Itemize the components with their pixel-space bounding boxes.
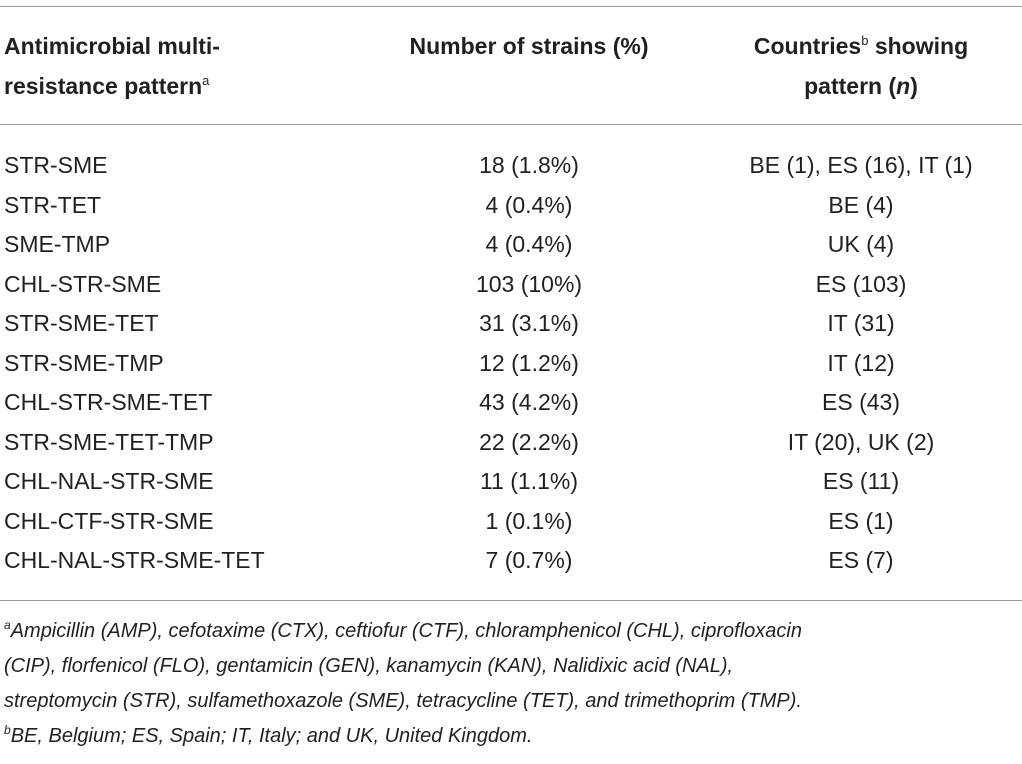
cell-countries: ES (43) <box>822 389 900 415</box>
table-row: CHL-NAL-STR-SME-TET 7 (0.7%) ES (7) <box>0 541 1022 581</box>
header-pattern-line2: resistance patterna <box>4 66 364 106</box>
header-strains: Number of strains (%) <box>364 26 694 66</box>
cell-countries: BE (4) <box>828 191 894 218</box>
footnote-a-text1: Ampicillin (AMP), cefotaxime (CTX), ceft… <box>10 620 802 642</box>
header-countries-paren: ) <box>910 73 918 99</box>
table-bottom-rule <box>0 600 1022 601</box>
cell-countries: ES (103) <box>815 270 907 297</box>
cell-pattern: SME-TMP <box>4 231 111 257</box>
cell-strains: 7 (0.7%) <box>485 547 573 573</box>
table-row: STR-SME-TMP 12 (1.2%) IT (12) <box>0 344 1022 384</box>
cell-pattern: STR-SME <box>4 152 108 178</box>
cell-strains: 103 (10%) <box>475 270 583 297</box>
header-countries-pattern: pattern ( <box>804 73 897 99</box>
cell-countries: ES (11) <box>822 468 900 494</box>
cell-strains: 31 (3.1%) <box>479 310 579 336</box>
cell-countries: ES (7) <box>828 547 894 573</box>
header-countries-showing: showing <box>868 33 969 59</box>
header-countries-n: n <box>896 73 911 99</box>
header-countries: Countriesb showing pattern (n) <box>700 26 1022 106</box>
cell-strains: 4 (0.4%) <box>485 231 573 257</box>
table-row: STR-SME-TET-TMP 22 (2.2%) IT (20), UK (2… <box>0 423 1022 463</box>
table-row: CHL-CTF-STR-SME 1 (0.1%) ES (1) <box>0 502 1022 542</box>
cell-countries: BE (1), ES (16), IT (1) <box>749 152 973 178</box>
cell-pattern: CHL-STR-SME-TET <box>4 389 213 415</box>
cell-pattern: STR-SME-TET-TMP <box>4 428 214 455</box>
footnote-b-text: BE, Belgium; ES, Spain; IT, Italy; and U… <box>10 725 533 747</box>
cell-strains: 12 (1.2%) <box>479 349 579 376</box>
table-footnotes: aAmpicillin (AMP), cefotaxime (CTX), cef… <box>4 614 1020 754</box>
cell-countries: ES (1) <box>828 507 894 534</box>
header-strains-text: Number of strains (%) <box>409 33 649 59</box>
cell-strains: 43 (4.2%) <box>479 389 579 415</box>
cell-strains: 11 (1.1%) <box>479 468 578 494</box>
cell-pattern: CHL-NAL-STR-SME <box>4 468 214 494</box>
table-row: STR-SME 18 (1.8%) BE (1), ES (16), IT (1… <box>0 146 1022 186</box>
cell-pattern: STR-SME-TMP <box>4 349 164 376</box>
header-pattern: Antimicrobial multi- resistance patterna <box>4 26 364 106</box>
table-row: SME-TMP 4 (0.4%) UK (4) <box>0 225 1022 265</box>
table-top-rule <box>0 6 1022 7</box>
header-countries-text: Countries <box>753 33 862 59</box>
cell-pattern: STR-SME-TET <box>4 310 159 336</box>
footnote-a-line3: streptomycin (STR), sulfamethoxazole (SM… <box>4 690 802 712</box>
header-pattern-line1: Antimicrobial multi- <box>4 33 220 59</box>
footnote-a-marker: a <box>4 618 11 632</box>
cell-strains: 18 (1.8%) <box>479 152 579 178</box>
cell-pattern: CHL-STR-SME <box>4 270 162 297</box>
table-row: CHL-NAL-STR-SME 11 (1.1%) ES (11) <box>0 462 1022 502</box>
footnote-a-line2: (CIP), florfenicol (FLO), gentamicin (GE… <box>4 655 734 677</box>
cell-pattern: STR-TET <box>4 191 102 218</box>
footnote-b-line1: bBE, Belgium; ES, Spain; IT, Italy; and … <box>4 719 1020 754</box>
header-pattern-sup: a <box>202 73 210 88</box>
cell-strains: 1 (0.1%) <box>485 507 573 534</box>
cell-pattern: CHL-CTF-STR-SME <box>4 507 214 534</box>
header-countries-line1: Countriesb showing <box>700 26 1022 66</box>
header-countries-line2: pattern (n) <box>700 66 1022 106</box>
cell-strains: 22 (2.2%) <box>479 428 579 455</box>
table-body: STR-SME 18 (1.8%) BE (1), ES (16), IT (1… <box>0 146 1022 581</box>
cell-countries: IT (20), UK (2) <box>787 428 935 455</box>
table-row: STR-SME-TET 31 (3.1%) IT (31) <box>0 304 1022 344</box>
footnote-b-marker: b <box>4 723 11 737</box>
header-bottom-rule <box>0 124 1022 125</box>
cell-pattern: CHL-NAL-STR-SME-TET <box>4 547 265 573</box>
cell-countries: IT (12) <box>827 349 895 376</box>
footnote-a-line1: aAmpicillin (AMP), cefotaxime (CTX), cef… <box>4 614 1020 649</box>
table-row: CHL-STR-SME-TET 43 (4.2%) ES (43) <box>0 383 1022 423</box>
table-row: STR-TET 4 (0.4%) BE (4) <box>0 186 1022 226</box>
cell-strains: 4 (0.4%) <box>485 191 573 218</box>
cell-countries: IT (31) <box>827 310 895 336</box>
header-pattern-text: resistance pattern <box>4 73 203 99</box>
header-countries-sup: b <box>861 33 869 48</box>
table-row: CHL-STR-SME 103 (10%) ES (103) <box>0 265 1022 305</box>
cell-countries: UK (4) <box>827 231 895 257</box>
